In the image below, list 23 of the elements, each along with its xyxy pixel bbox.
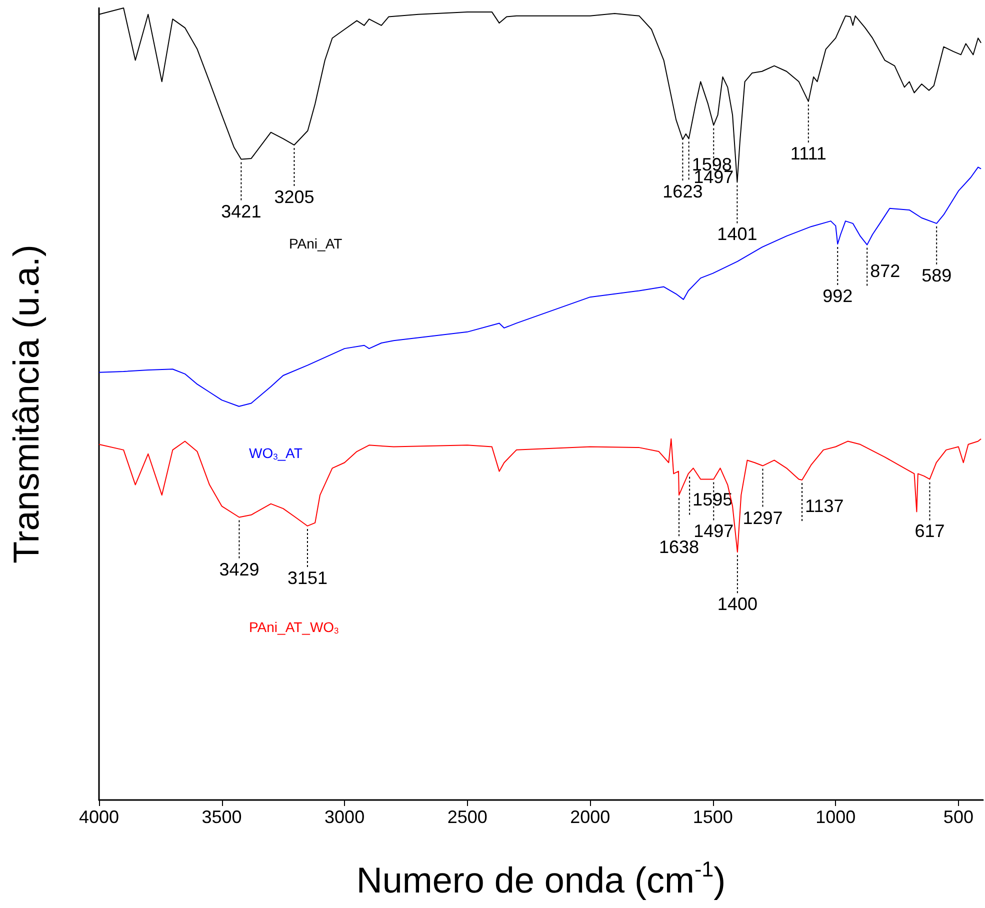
annotation: 3429: [219, 559, 260, 580]
x-tick-label: 1000: [816, 807, 856, 827]
x-tick-label: 3500: [202, 807, 242, 827]
x-tick-label: 2000: [570, 807, 610, 827]
x-tick-label: 4000: [78, 807, 120, 827]
annotation: 3421: [221, 201, 262, 222]
annotation: 872: [870, 260, 900, 281]
annotation: 3151: [287, 568, 328, 588]
annotation: 1401: [717, 224, 758, 244]
annotation: 1297: [742, 508, 783, 528]
x-tick-label: 3000: [324, 807, 365, 827]
annotation: 1137: [805, 496, 844, 516]
annotation: 1111: [790, 143, 826, 164]
x-tick-label: 2500: [447, 807, 488, 827]
text: PAni_AT: [289, 235, 343, 252]
x-tick-label: 1500: [692, 807, 733, 827]
annotation: 1400: [717, 594, 758, 614]
annotation: 617: [914, 521, 945, 542]
x-tick-label: 500: [943, 807, 974, 827]
annotation: 3205: [274, 187, 314, 208]
annotation: 589: [922, 265, 952, 286]
annotation: 992: [822, 286, 853, 306]
y-axis-title: Transmitância (u.a.): [6, 244, 46, 564]
